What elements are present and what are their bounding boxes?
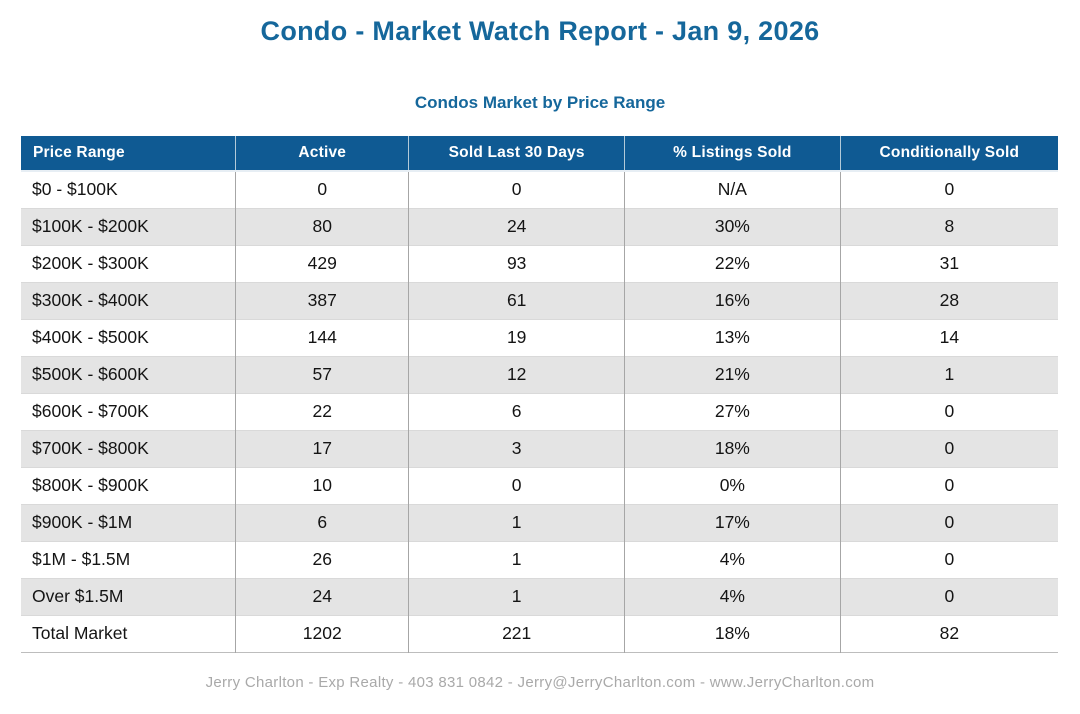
table-cell: 26 (235, 541, 409, 578)
table-row: $0 - $100K 0 0 N/A 0 (21, 171, 1058, 208)
table-cell: Over $1.5M (32, 586, 124, 606)
table-cell: 4% (624, 541, 841, 578)
page-title: Condo - Market Watch Report - Jan 9, 202… (260, 16, 820, 46)
table-cell: 17 (235, 430, 409, 467)
table-cell: 4% (624, 578, 841, 615)
table-cell: 8 (839, 208, 1058, 245)
table-cell: 0 (839, 578, 1058, 615)
table-cell: 1 (408, 578, 625, 615)
table-cell: 0% (624, 467, 841, 504)
table-cell: 24 (408, 208, 625, 245)
footer-contact: Jerry Charlton - Exp Realty - 403 831 08… (205, 673, 875, 691)
table-cell: $500K - $600K (32, 364, 149, 384)
column-header-conditionally-sold: Conditionally Sold (839, 136, 1058, 171)
table-cell: 61 (408, 282, 625, 319)
table-cell: 0 (839, 467, 1058, 504)
table-cell: 0 (839, 171, 1058, 208)
table-row: $1M - $1.5M 26 1 4% 0 (21, 541, 1058, 578)
header-row: Price Range Active Sold Last 30 Days % L… (21, 136, 1058, 171)
table-cell: 93 (408, 245, 625, 282)
table-cell: 12 (408, 356, 625, 393)
table-cell: 6 (235, 504, 409, 541)
table-cell: 22% (624, 245, 841, 282)
table-cell: 387 (235, 282, 409, 319)
table-cell: $100K - $200K (32, 216, 149, 236)
table-cell: 27% (624, 393, 841, 430)
table-cell: 14 (839, 319, 1058, 356)
table-cell: 57 (235, 356, 409, 393)
table-body: $0 - $100K 0 0 N/A 0 $100K - $200K 80 24 30% 8 $20… (21, 171, 1058, 652)
table-title: Condos Market by Price Range (414, 93, 666, 112)
table-cell: 21% (624, 356, 841, 393)
table-cell: $1M - $1.5M (32, 549, 131, 569)
table-row: $700K - $800K 17 3 18% 0 (21, 430, 1058, 467)
column-header-sold-last-30-days: Sold Last 30 Days (408, 136, 625, 171)
column-header-pct-listings-sold: % Listings Sold (624, 136, 841, 171)
table-cell: 0 (839, 504, 1058, 541)
table-cell: 0 (408, 171, 625, 208)
table-cell: $600K - $700K (32, 401, 149, 421)
table-header: Price Range Active Sold Last 30 Days % L… (21, 136, 1058, 171)
table-cell: 18% (624, 430, 841, 467)
table-cell: 22 (235, 393, 409, 430)
table-cell: 1 (408, 541, 625, 578)
table-row: $100K - $200K 80 24 30% 8 (21, 208, 1058, 245)
table-cell: 0 (839, 541, 1058, 578)
table-cell: $800K - $900K (32, 475, 149, 495)
table-cell: 18% (624, 615, 841, 652)
table-cell: 24 (235, 578, 409, 615)
table-cell: 6 (408, 393, 625, 430)
table-cell: $300K - $400K (32, 290, 149, 310)
market-table: Price Range Active Sold Last 30 Days % L… (21, 136, 1058, 653)
column-header-price-range: Price Range (21, 136, 236, 171)
table-row: $400K - $500K 144 19 13% 14 (21, 319, 1058, 356)
table-cell: 3 (408, 430, 625, 467)
table-row: $300K - $400K 387 61 16% 28 (21, 282, 1058, 319)
table-cell: 13% (624, 319, 841, 356)
table-cell: 10 (235, 467, 409, 504)
table-cell: 429 (235, 245, 409, 282)
table-cell: 221 (408, 615, 625, 652)
table-cell: $400K - $500K (32, 327, 149, 347)
table-cell: 0 (408, 467, 625, 504)
table-cell: 1202 (235, 615, 409, 652)
table-cell: 0 (235, 171, 409, 208)
table-cell: 30% (624, 208, 841, 245)
table-cell: 1 (839, 356, 1058, 393)
table-row: $600K - $700K 22 6 27% 0 (21, 393, 1058, 430)
table-cell: 0 (839, 393, 1058, 430)
table-cell: $200K - $300K (32, 253, 149, 273)
column-header-active: Active (235, 136, 409, 171)
table-row: $800K - $900K 10 0 0% 0 (21, 467, 1058, 504)
table-cell: 144 (235, 319, 409, 356)
table-cell: $0 - $100K (32, 179, 118, 200)
table-row: Total Market 1202 221 18% 82 (21, 615, 1058, 652)
table-cell: 16% (624, 282, 841, 319)
table-cell: 19 (408, 319, 625, 356)
table-cell: Total Market (32, 623, 128, 643)
table-cell: 28 (839, 282, 1058, 319)
table-cell: 0 (839, 430, 1058, 467)
table-row: $200K - $300K 429 93 22% 31 (21, 245, 1058, 282)
table-cell: 17% (624, 504, 841, 541)
table-row: $900K - $1M 6 1 17% 0 (21, 504, 1058, 541)
table-cell: 1 (408, 504, 625, 541)
table-cell: 31 (839, 245, 1058, 282)
table-cell: $700K - $800K (32, 438, 149, 458)
table-cell: $900K - $1M (32, 512, 133, 532)
table-row: Over $1.5M 24 1 4% 0 (21, 578, 1058, 615)
table-row: $500K - $600K 57 12 21% 1 (21, 356, 1058, 393)
table-cell: N/A (624, 171, 841, 208)
table-cell: 82 (839, 615, 1058, 652)
table-cell: 80 (235, 208, 409, 245)
